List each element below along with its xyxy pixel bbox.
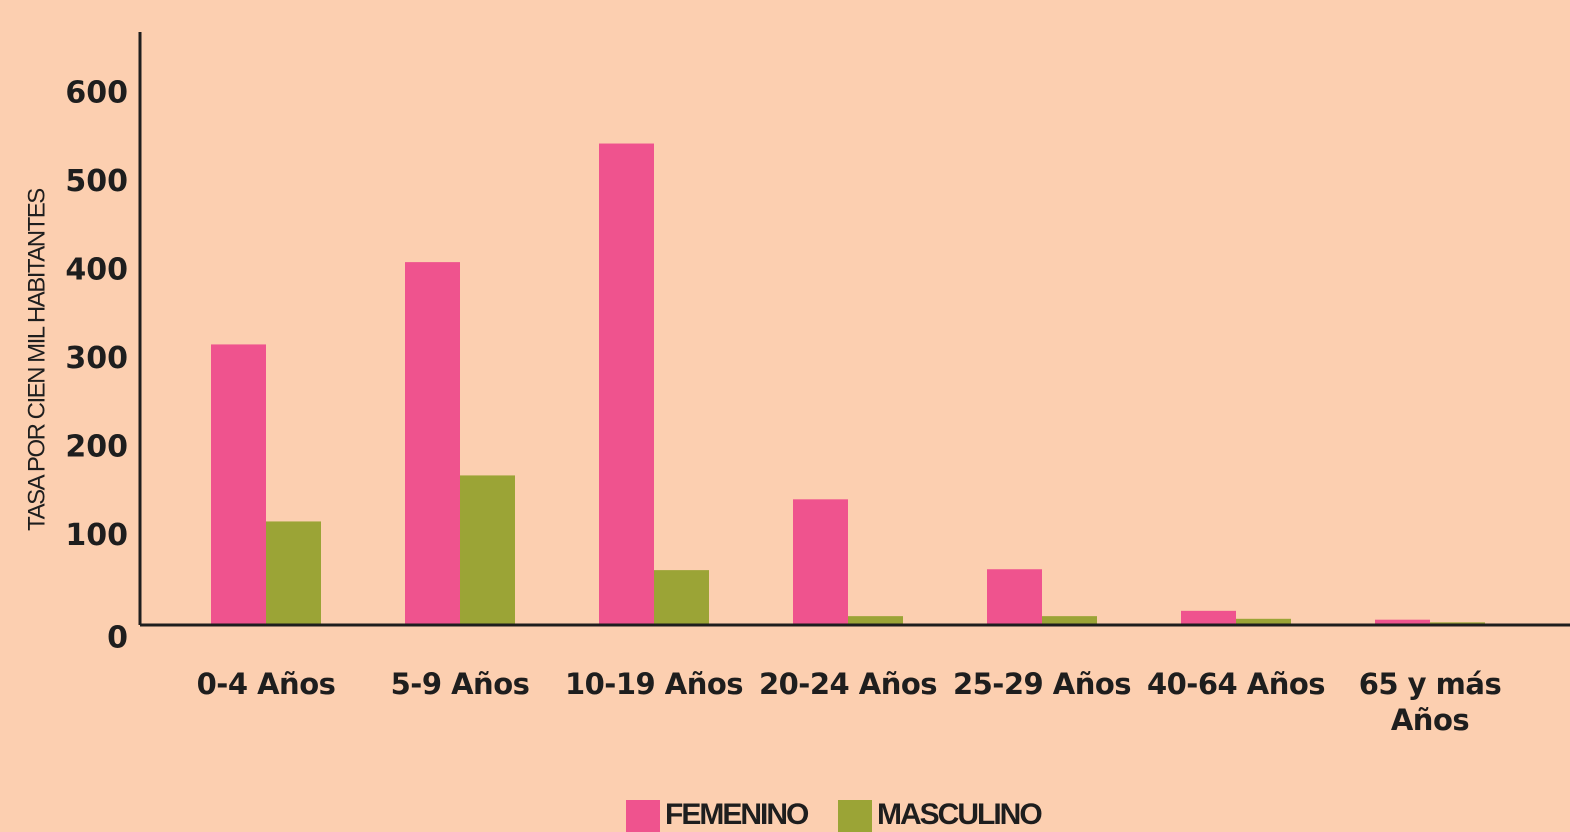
bar: [1236, 618, 1291, 625]
bar: [848, 616, 903, 625]
y-tick-label: 100: [65, 518, 128, 553]
legend-swatch: [626, 800, 660, 832]
legend-label: MASCULINO: [877, 798, 1042, 831]
bar: [1042, 616, 1097, 625]
y-tick-label: 200: [65, 429, 128, 464]
bar: [793, 499, 848, 625]
bar: [1181, 610, 1236, 625]
x-tick-label: 5-9 Años: [390, 667, 530, 701]
x-tick-label: 10-19 Años: [564, 667, 744, 701]
bar: [654, 570, 709, 625]
legend-label: FEMENINO: [665, 798, 809, 831]
bar: [405, 262, 460, 625]
y-tick-label: 600: [65, 75, 128, 110]
y-axis-label: TASA POR CIEN MIL HABITANTES: [23, 189, 50, 531]
y-tick-label: 300: [65, 341, 128, 376]
bar: [987, 569, 1042, 625]
x-tick-label: 25-29 Años: [952, 667, 1132, 701]
bar: [266, 521, 321, 625]
y-tick-label: 500: [65, 164, 128, 199]
y-tick-label: 400: [65, 252, 128, 287]
x-tick-label: 0-4 Años: [196, 667, 336, 701]
bar: [599, 143, 654, 625]
y-tick-label: 0: [107, 621, 128, 656]
x-tick-label: 20-24 Años: [758, 667, 938, 701]
bar: [1375, 619, 1430, 625]
bar: [460, 475, 515, 625]
legend-swatch: [838, 800, 872, 832]
bar: [211, 344, 266, 625]
x-tick-label: 65 y más Años: [1358, 667, 1502, 737]
x-tick-label: 40-64 Años: [1146, 667, 1326, 701]
